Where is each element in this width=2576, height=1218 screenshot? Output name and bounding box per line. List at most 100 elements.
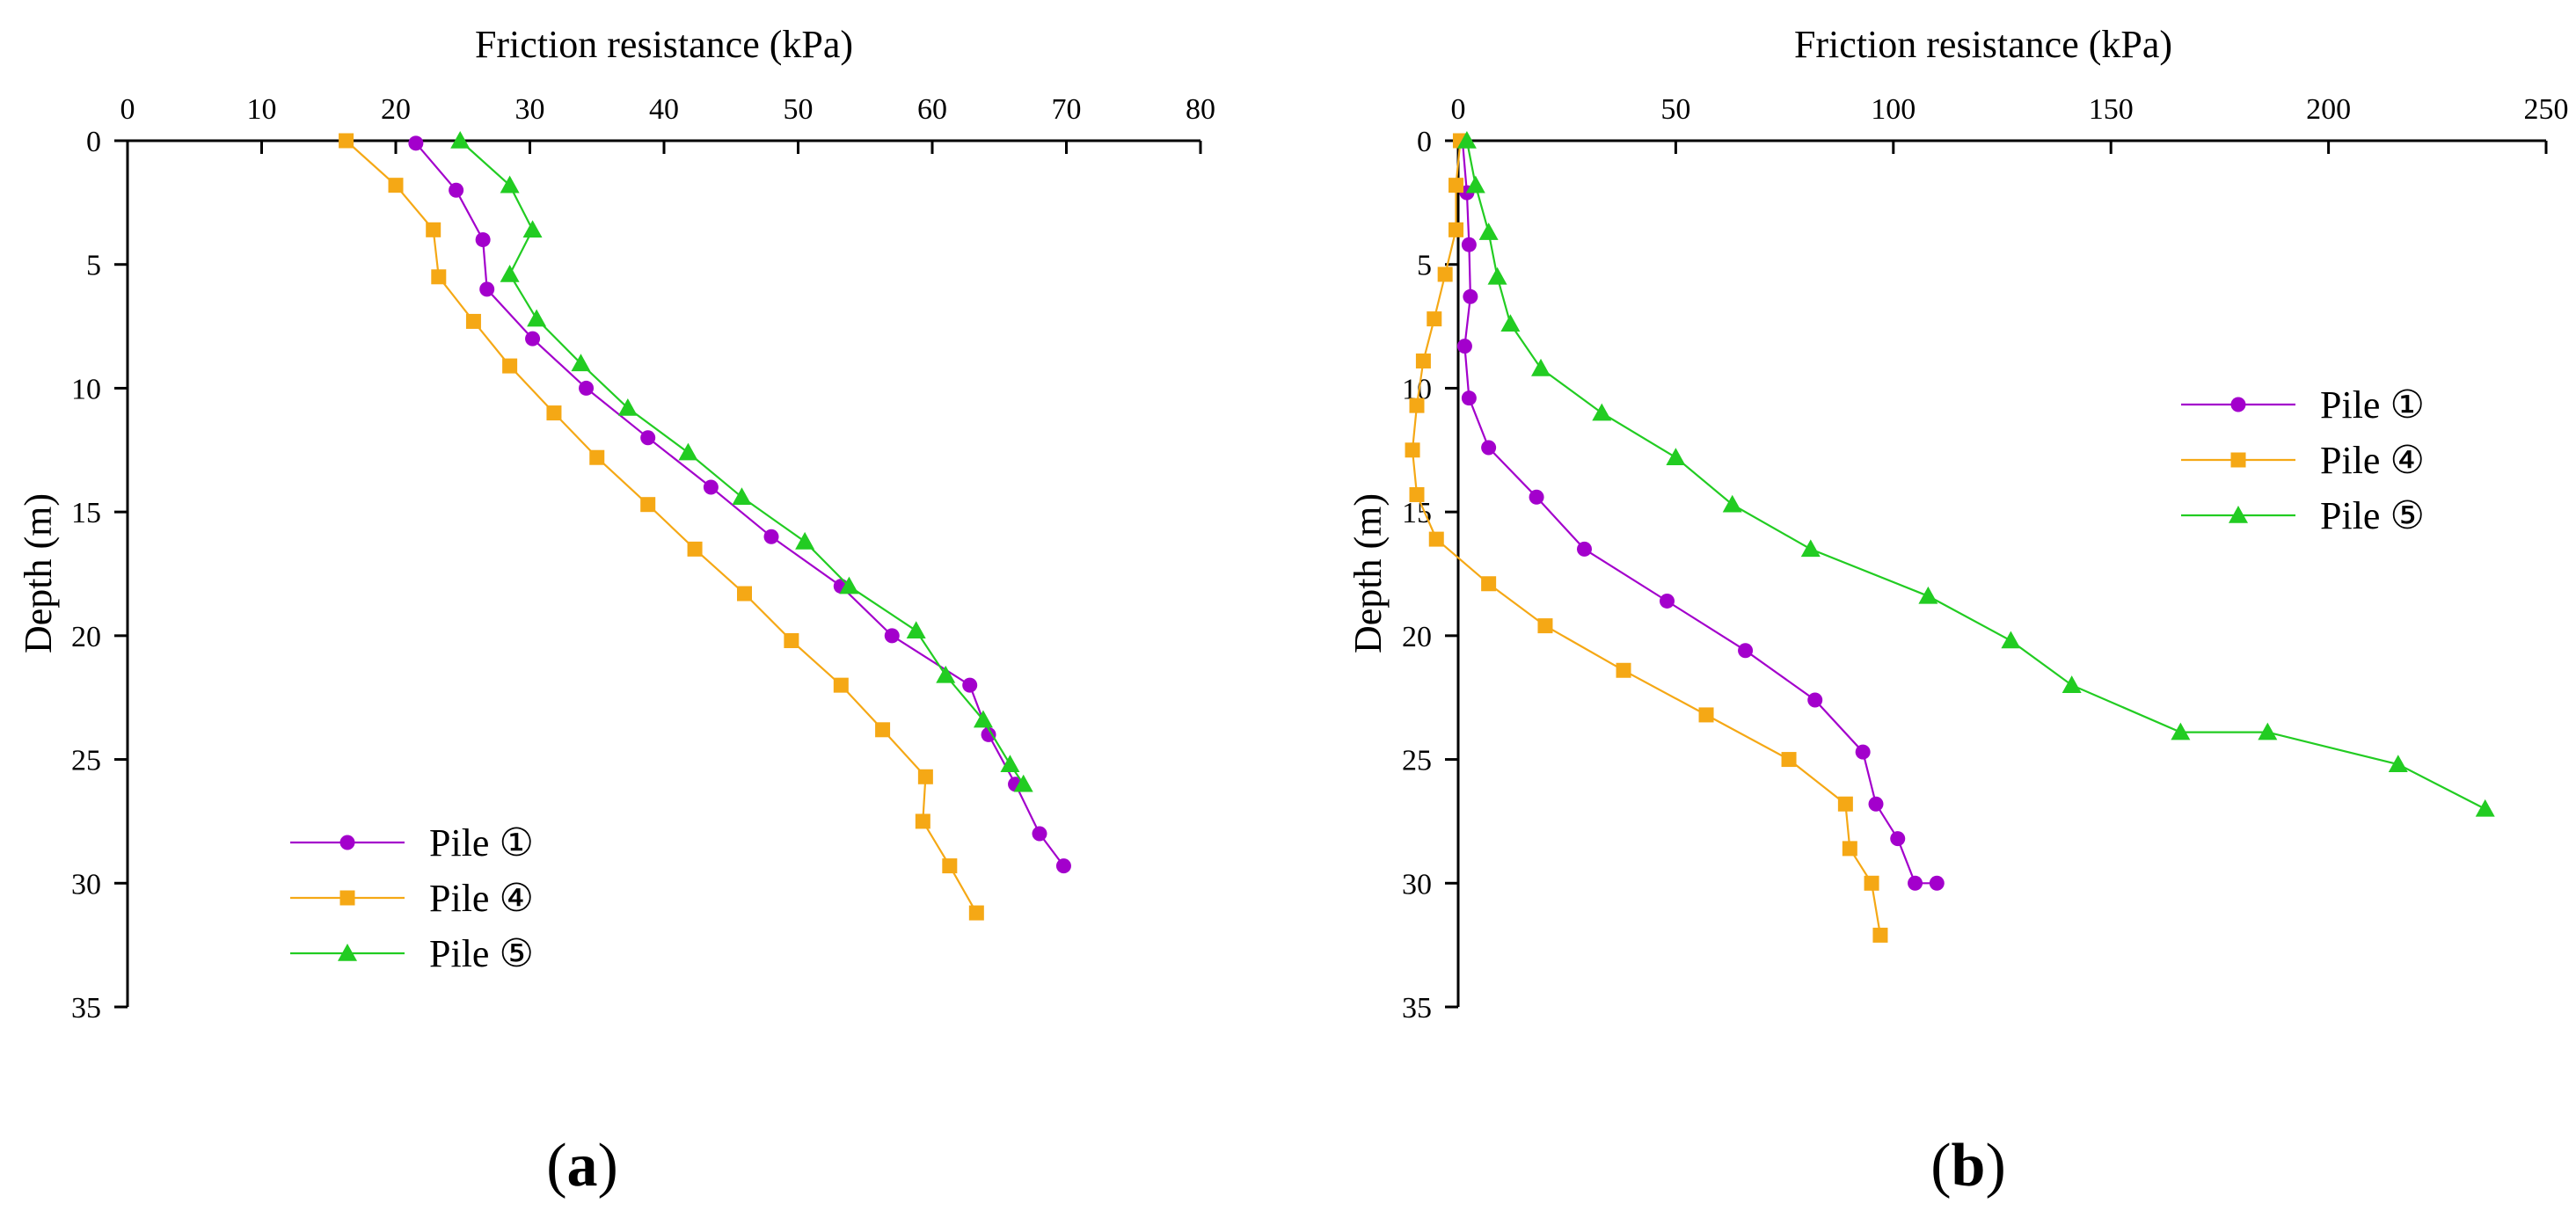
chart-b-series-2-point: [1698, 707, 1714, 723]
chart-b-series-3-point: [1592, 403, 1612, 421]
chart-a-series-3-point: [906, 621, 926, 639]
chart-b-legend-label-1: Pile ①: [2320, 383, 2425, 427]
chart-a-series-3-line: [459, 140, 1025, 785]
chart-b-legend-marker-2: [2230, 452, 2246, 468]
chart-b-series-2-point: [1837, 796, 1853, 812]
chart-b-series-1-point: [1929, 875, 1945, 891]
chart-b-legend: Pile ① Pile ④ Pile ⑤: [2181, 383, 2425, 537]
chart-b-series-3-point: [2171, 722, 2191, 740]
chart-b-series-1-point: [1738, 643, 1754, 659]
chart-b-series-3-point: [1478, 222, 1499, 240]
chart-b-x-tick-label: 200: [2306, 93, 2351, 126]
chart-b-x-axis-title: Friction resistance (kPa): [1794, 23, 2172, 66]
chart-b-y-tick-label: 20: [1402, 621, 1432, 653]
chart-a-series-1: [408, 135, 1071, 874]
chart-a-series-3-point: [1013, 774, 1033, 792]
chart-b-y-tick-label: 5: [1417, 250, 1432, 282]
chart-b-legend-label-2: Pile ④: [2320, 439, 2425, 482]
chart-a-series-2-point: [737, 586, 752, 602]
chart-b-legend-label-3: Pile ⑤: [2320, 494, 2425, 537]
chart-a-series-2-point: [640, 497, 656, 513]
chart-b-series-1: [1455, 133, 1945, 891]
chart-b-series-3-point: [1918, 586, 1938, 604]
chart-a-y-tick-label: 25: [71, 745, 101, 777]
chart-b-x-ticks: 0 50 100 150 200 250: [1451, 93, 2569, 154]
chart-b-series-2-point: [1872, 927, 1888, 943]
chart-a-y-tick-label: 5: [86, 250, 101, 282]
chart-a-series-2: [339, 133, 984, 921]
chart-b-series-3-point: [1465, 175, 1485, 193]
chart-a-series-2-point: [915, 813, 930, 829]
chart-a-x-axis-title: Friction resistance (kPa): [475, 23, 853, 66]
chart-b-series-2-point: [1437, 266, 1453, 282]
chart-a-x-tick-label: 20: [381, 93, 411, 126]
chart-a-legend-marker-1: [339, 835, 355, 850]
chart-b-y-tick-label: 35: [1402, 992, 1432, 1025]
chart-a-legend-label-3: Pile ⑤: [429, 932, 534, 975]
chart-b-series-1-point: [1456, 339, 1472, 354]
chart-a-legend-marker-3: [338, 944, 357, 961]
chart-a-series-2-point: [589, 449, 605, 465]
chart-a-series-2-point: [875, 722, 891, 738]
chart-a-y-tick-label: 15: [71, 497, 101, 529]
chart-a-series-1-point: [579, 380, 595, 396]
chart-b-series-1-point: [1529, 489, 1544, 505]
chart-b-series-2-line: [1411, 140, 1882, 936]
chart-b-legend-marker-1: [2230, 397, 2246, 412]
chart-b-series-2-point: [1409, 486, 1425, 502]
chart-a-series-2-point: [426, 222, 441, 237]
chart-b-x-tick-label: 100: [1871, 93, 1916, 126]
chart-b-series-2-point: [1616, 662, 1631, 678]
chart-a-series: [339, 131, 1071, 921]
chart-a-x-tick-label: 40: [649, 93, 679, 126]
chart-a-y-tick-label: 0: [86, 126, 101, 158]
chart-a-series-2-point: [388, 178, 404, 193]
chart-a-series-2-point: [942, 858, 958, 874]
chart-b-series-3-point: [1800, 539, 1821, 558]
chart-a-series-3-point: [522, 220, 543, 238]
chart-b-series-3-point: [2258, 722, 2278, 740]
chart-a-x-tick-label: 10: [247, 93, 277, 126]
chart-a-x-tick-label: 0: [120, 93, 135, 126]
chart-a-legend-marker-2: [339, 890, 355, 906]
chart-a-series-2-point: [339, 133, 354, 149]
chart-a-series-1-point: [449, 182, 464, 198]
chart-b-panel-label-close: ): [1985, 1132, 2005, 1200]
chart-b-series-3-point: [2388, 755, 2408, 772]
chart-a-series-2-line: [345, 140, 978, 914]
chart-b-series-1-point: [1890, 831, 1906, 847]
chart-b-series-3-point: [1456, 131, 1477, 149]
chart-b-series-2-point: [1842, 841, 1857, 857]
chart-a-series-2-point: [968, 905, 984, 921]
chart-b-series-2-point: [1449, 178, 1464, 193]
chart-b-series-1-point: [1660, 593, 1675, 609]
chart-b-series-2-point: [1449, 222, 1464, 237]
chart-b-series-3-point: [1666, 448, 1686, 466]
chart-a-legend-label-1: Pile ①: [429, 821, 534, 864]
chart-b-y-tick-label: 30: [1402, 868, 1432, 901]
chart-a-x-ticks: 0 10 20 30 40 50 60 70 80: [120, 93, 1215, 154]
chart-a-x-tick-label: 70: [1052, 93, 1082, 126]
chart-b-legend-marker-3: [2229, 506, 2248, 523]
chart-a-series-3-point: [936, 665, 956, 683]
chart-a-y-tick-label: 35: [71, 992, 101, 1025]
chart-b-series-2-point: [1864, 875, 1879, 891]
chart-b-series-1-point: [1807, 692, 1823, 708]
chart-a-series-1-point: [525, 331, 541, 346]
chart-b-series-2-point: [1405, 442, 1420, 458]
chart-b-series-1-point: [1461, 390, 1477, 406]
chart-b-series-3-point: [1531, 358, 1551, 376]
chart-b-series-2-point: [1537, 618, 1553, 634]
chart-b-x-tick-label: 0: [1451, 93, 1466, 126]
chart-b-panel-label: (b): [1930, 1132, 2006, 1200]
chart-b-series-3-point: [1722, 494, 1742, 513]
chart-b-series-1-point: [1576, 541, 1592, 557]
chart-a-series-1-point: [981, 726, 996, 742]
chart-b-series-1-point: [1481, 440, 1497, 456]
chart-a-series-3-point: [732, 487, 752, 506]
chart-b-series-2-point: [1409, 397, 1425, 413]
chart-b-series-2-point: [1428, 531, 1444, 547]
chart-a-series-3-point: [1000, 755, 1020, 772]
chart-b-series-3-point: [2062, 675, 2082, 693]
